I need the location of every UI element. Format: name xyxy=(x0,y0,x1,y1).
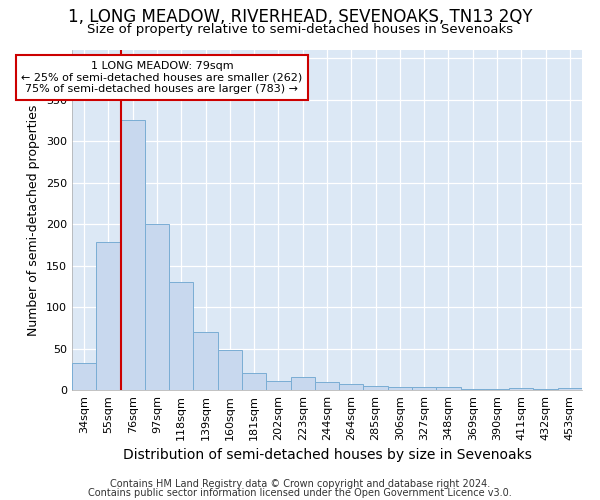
Bar xyxy=(558,388,582,390)
Bar xyxy=(96,242,121,390)
Bar xyxy=(364,386,388,390)
Bar xyxy=(533,389,558,390)
Bar xyxy=(485,389,509,390)
Text: 1, LONG MEADOW, RIVERHEAD, SEVENOAKS, TN13 2QY: 1, LONG MEADOW, RIVERHEAD, SEVENOAKS, TN… xyxy=(68,8,532,26)
Bar xyxy=(121,120,145,390)
Bar xyxy=(412,386,436,390)
Y-axis label: Number of semi-detached properties: Number of semi-detached properties xyxy=(28,104,40,336)
Text: Size of property relative to semi-detached houses in Sevenoaks: Size of property relative to semi-detach… xyxy=(87,22,513,36)
Bar xyxy=(388,386,412,390)
Bar xyxy=(266,381,290,390)
Bar xyxy=(193,332,218,390)
Bar xyxy=(242,374,266,390)
Bar xyxy=(315,382,339,390)
Bar xyxy=(461,389,485,390)
Bar xyxy=(72,364,96,390)
Bar xyxy=(339,384,364,390)
Bar xyxy=(436,386,461,390)
Bar xyxy=(290,376,315,390)
Bar xyxy=(169,282,193,390)
Text: Contains HM Land Registry data © Crown copyright and database right 2024.: Contains HM Land Registry data © Crown c… xyxy=(110,479,490,489)
X-axis label: Distribution of semi-detached houses by size in Sevenoaks: Distribution of semi-detached houses by … xyxy=(122,448,532,462)
Bar xyxy=(145,224,169,390)
Bar xyxy=(218,350,242,390)
Text: Contains public sector information licensed under the Open Government Licence v3: Contains public sector information licen… xyxy=(88,488,512,498)
Bar xyxy=(509,388,533,390)
Text: 1 LONG MEADOW: 79sqm
← 25% of semi-detached houses are smaller (262)
75% of semi: 1 LONG MEADOW: 79sqm ← 25% of semi-detac… xyxy=(21,61,302,94)
